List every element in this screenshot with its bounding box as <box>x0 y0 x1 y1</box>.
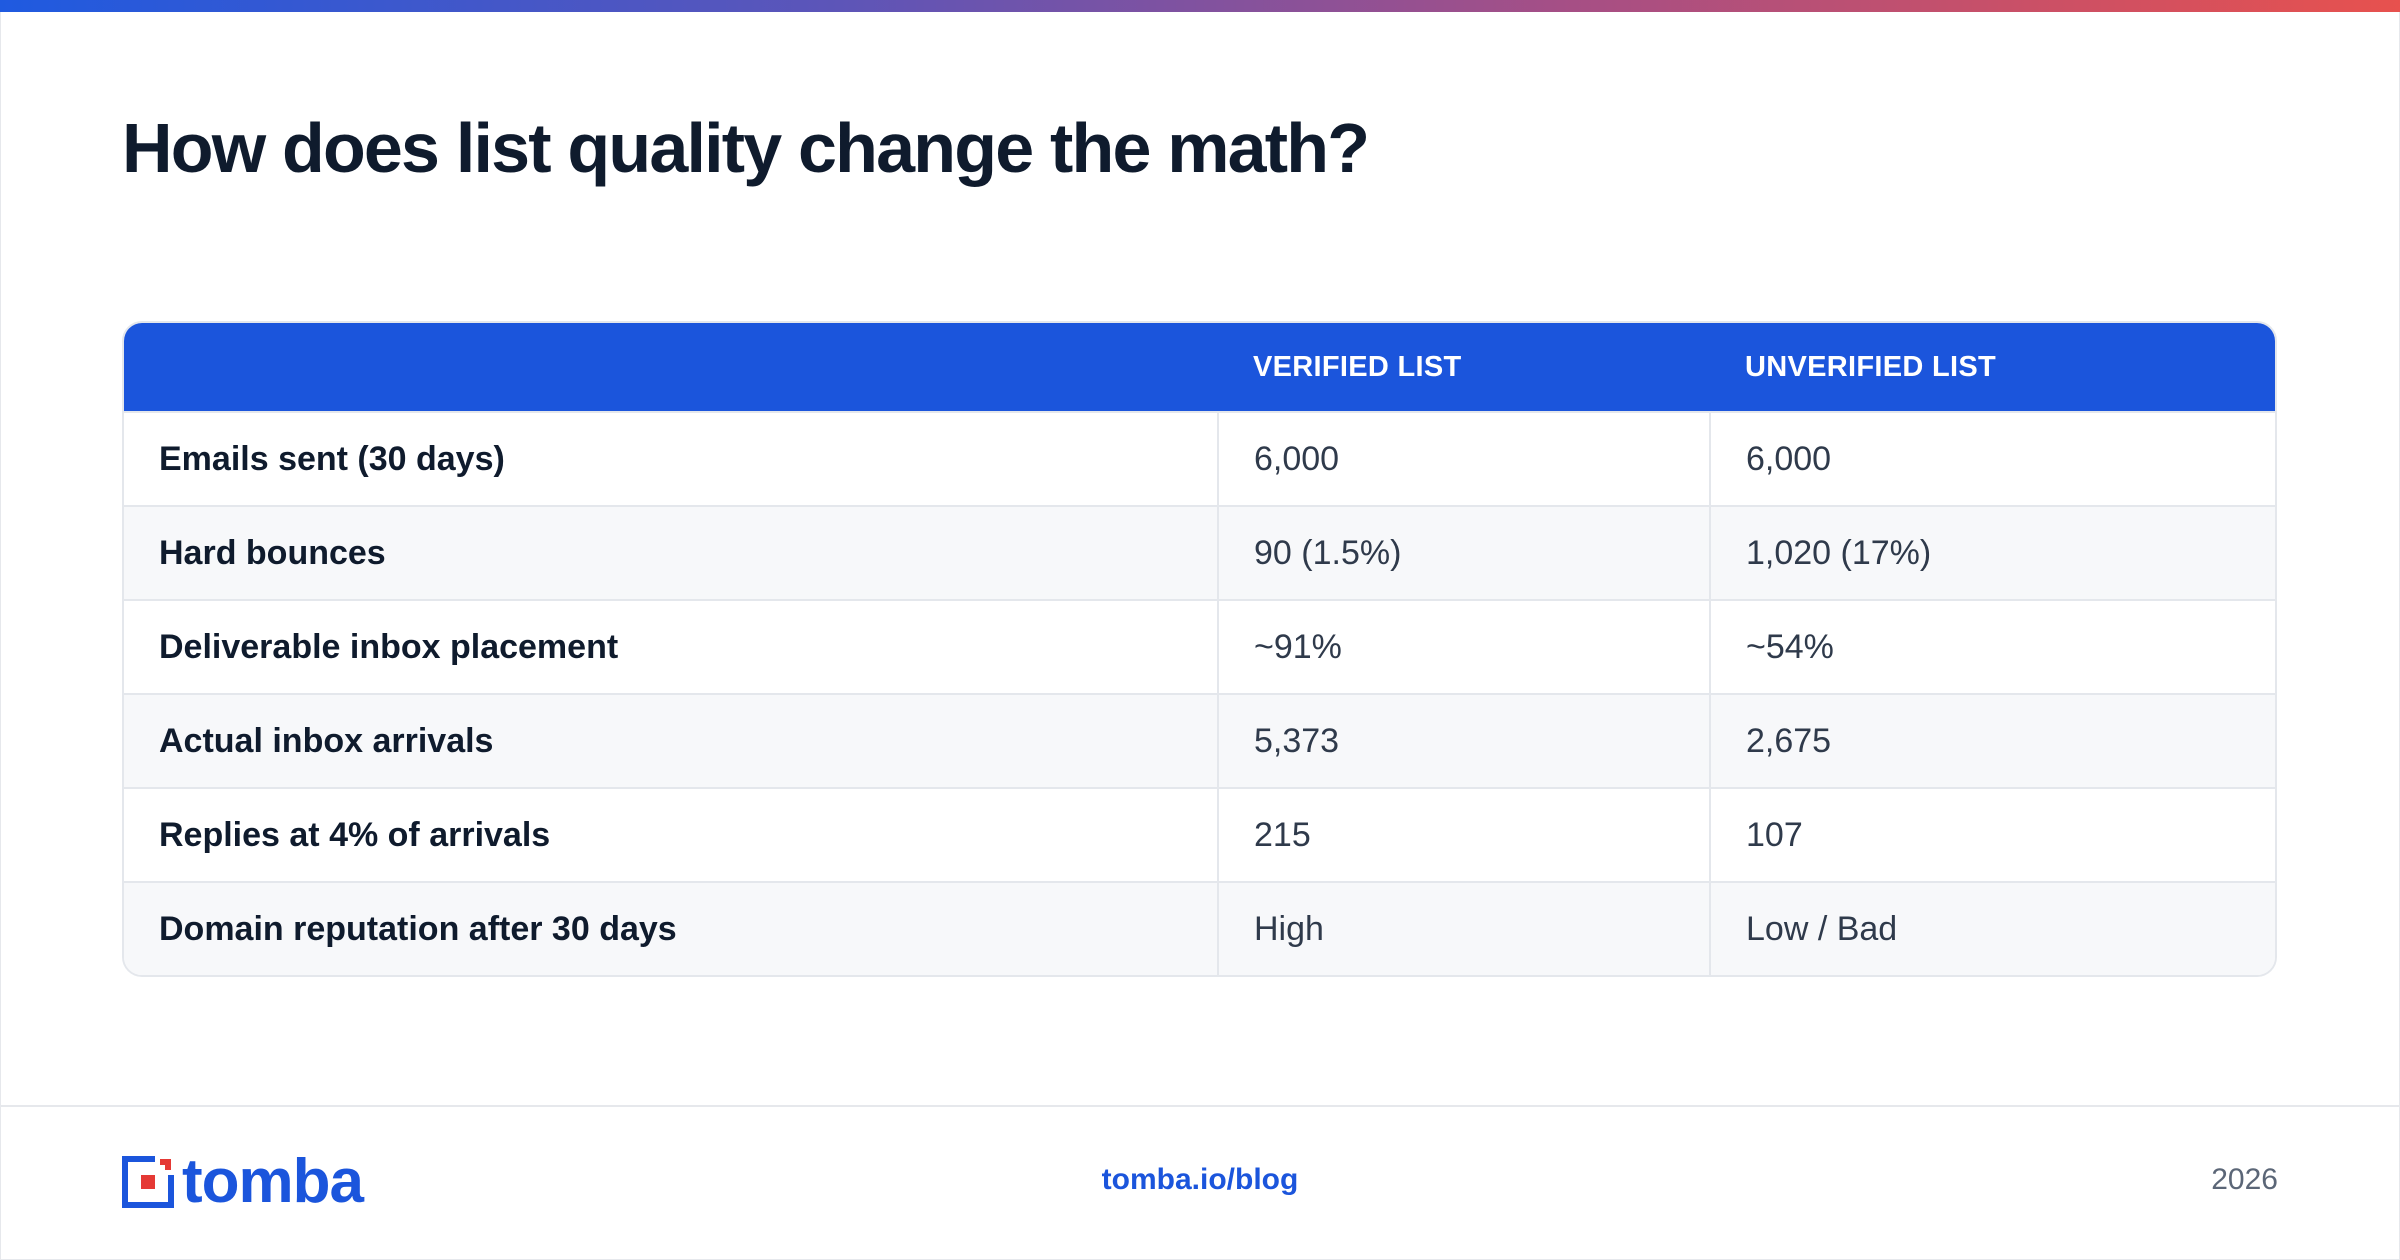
comparison-table: VERIFIED LIST UNVERIFIED LIST Emails sen… <box>122 321 2277 977</box>
header-metric <box>124 323 1218 412</box>
table-row: Hard bounces 90 (1.5%) 1,020 (17%) <box>124 505 2275 600</box>
row-label: Domain reputation after 30 days <box>124 881 1218 975</box>
verified-value: 5,373 <box>1217 693 1710 788</box>
table-row: Domain reputation after 30 days High Low… <box>124 881 2275 975</box>
unverified-value: 1,020 (17%) <box>1709 505 2275 600</box>
tomba-logo[interactable]: tomba <box>122 1147 364 1216</box>
verified-value: 90 (1.5%) <box>1217 505 1710 600</box>
row-label: Actual inbox arrivals <box>124 693 1218 788</box>
row-label: Deliverable inbox placement <box>124 599 1218 694</box>
verified-value: High <box>1217 881 1710 975</box>
table-header-row: VERIFIED LIST UNVERIFIED LIST <box>124 323 2275 412</box>
table-row: Actual inbox arrivals 5,373 2,675 <box>124 693 2275 788</box>
header-unverified-list: UNVERIFIED LIST <box>1745 350 1997 383</box>
row-label: Replies at 4% of arrivals <box>124 787 1218 882</box>
verified-value: 6,000 <box>1217 411 1710 506</box>
footer-divider <box>0 1105 2400 1107</box>
unverified-value: 6,000 <box>1709 411 2275 506</box>
page-title: How does list quality change the math? <box>122 109 1370 187</box>
unverified-value: 2,675 <box>1709 693 2275 788</box>
logo-wordmark: tomba <box>182 1147 364 1216</box>
header-verified-list: VERIFIED LIST <box>1253 350 1462 383</box>
verified-value: ~91% <box>1217 599 1710 694</box>
row-label: Hard bounces <box>124 505 1218 600</box>
unverified-value: 107 <box>1709 787 2275 882</box>
footer-year: 2026 <box>2211 1163 2278 1196</box>
row-label: Emails sent (30 days) <box>124 411 1218 506</box>
tomba-logo-icon <box>122 1156 174 1208</box>
table-row: Emails sent (30 days) 6,000 6,000 <box>124 411 2275 506</box>
verified-value: 215 <box>1217 787 1710 882</box>
blog-link[interactable]: tomba.io/blog <box>1101 1163 1299 1196</box>
table-row: Deliverable inbox placement ~91% ~54% <box>124 599 2275 694</box>
top-gradient-bar <box>0 0 2400 12</box>
table-row: Replies at 4% of arrivals 215 107 <box>124 787 2275 882</box>
unverified-value: Low / Bad <box>1709 881 2275 975</box>
unverified-value: ~54% <box>1709 599 2275 694</box>
